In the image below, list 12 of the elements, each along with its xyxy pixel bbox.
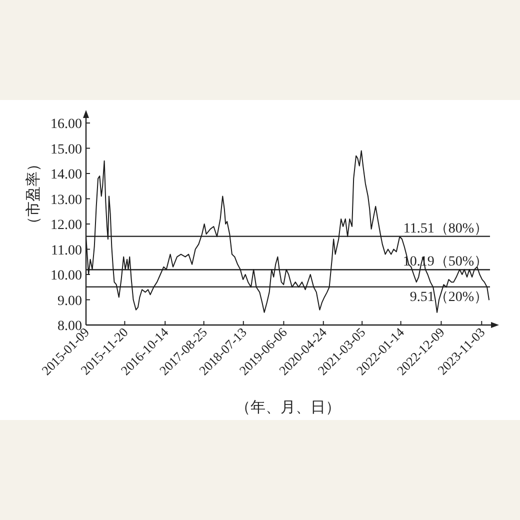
y-tick-label: 13.00 bbox=[50, 192, 82, 208]
ref-line-label: 11.51（80%） bbox=[403, 221, 488, 236]
y-axis-title: （市盈率） bbox=[25, 156, 42, 232]
ref-line-label: 9.51（20%） bbox=[410, 290, 488, 305]
y-tick-label: 10.00 bbox=[50, 268, 82, 284]
y-tick-label: 14.00 bbox=[50, 168, 82, 182]
y-tick-label: 11.00 bbox=[51, 243, 82, 258]
y-tick-label: 15.00 bbox=[50, 142, 82, 158]
x-axis-title: （年、月、日） bbox=[236, 399, 340, 416]
y-tick-label: 16.00 bbox=[50, 117, 82, 132]
y-tick-label: 12.00 bbox=[50, 218, 82, 233]
y-tick-label: 9.00 bbox=[58, 294, 82, 309]
